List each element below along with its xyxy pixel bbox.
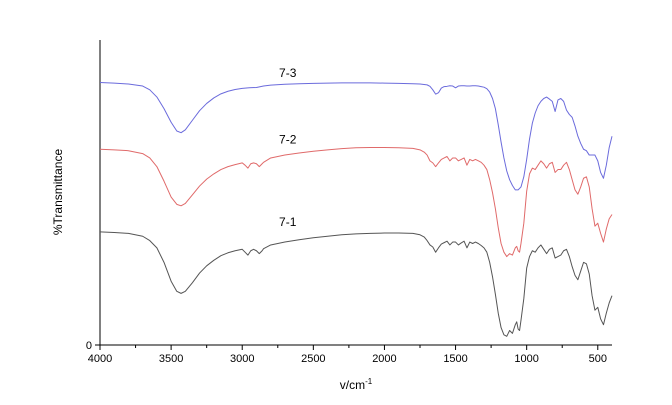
x-tick-label: 1500 — [443, 353, 467, 365]
x-axis-title-main: v/cm — [340, 378, 365, 392]
y-axis-title: %Transmittance — [51, 149, 65, 236]
x-tick-label: 3000 — [230, 353, 254, 365]
x-tick-label: 1000 — [514, 353, 538, 365]
x-tick-label: 4000 — [88, 353, 112, 365]
series-label-7-1: 7-1 — [279, 215, 297, 229]
series-label-7-2: 7-2 — [279, 132, 297, 146]
series-label-7-3: 7-3 — [279, 66, 297, 80]
series-group — [99, 82, 613, 337]
x-tick-label: 500 — [589, 353, 607, 365]
x-ticks: 4000 3500 3000 2500 2000 1500 1000 500 — [88, 345, 607, 365]
x-tick-label: 3500 — [159, 353, 183, 365]
series-line-7-2 — [99, 147, 613, 258]
series-line-7-1 — [99, 231, 613, 337]
y-tick-label: 0 — [86, 340, 92, 352]
plot-area: 4000 3500 3000 2500 2000 1500 1000 500 0 7-3 7-2… — [86, 40, 613, 365]
x-axis-title: v/cm-1 — [340, 377, 373, 392]
y-ticks: 0 — [86, 340, 100, 352]
x-tick-label: 2500 — [301, 353, 325, 365]
x-axis-title-superscript: -1 — [365, 377, 373, 386]
x-tick-label: 2000 — [372, 353, 396, 365]
series-line-7-3 — [99, 82, 613, 191]
annotation-group: 7-3 7-2 7-1 — [279, 66, 297, 229]
